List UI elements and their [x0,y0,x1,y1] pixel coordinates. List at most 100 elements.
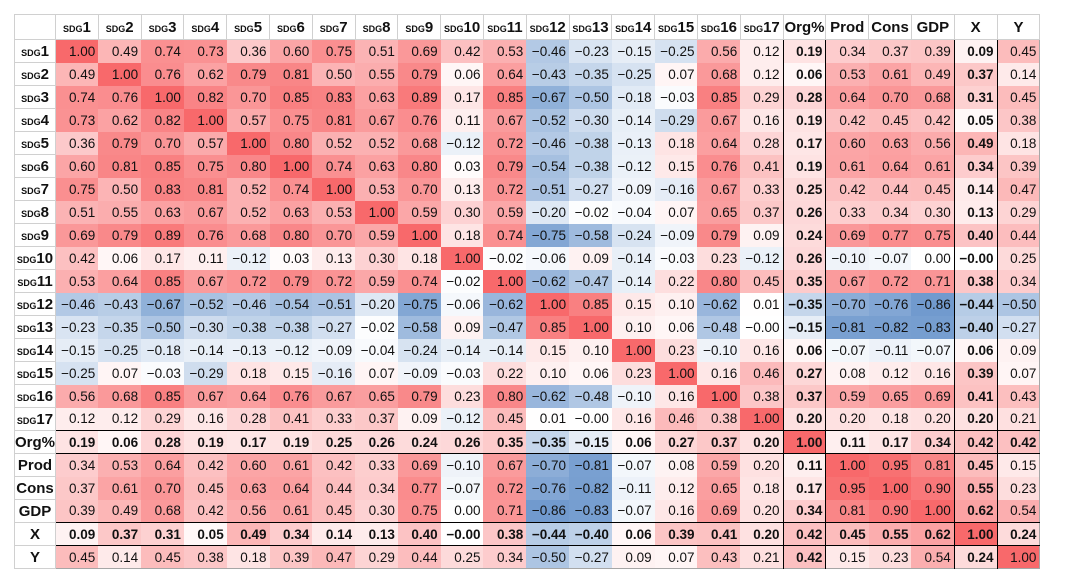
heatmap-cell: 0.13 [355,522,398,546]
heatmap-cell: 0.89 [141,223,184,247]
heatmap-cell: 0.39 [55,499,99,523]
heatmap-cell: −0.27 [569,545,612,569]
heatmap-cell: 0.42 [911,108,955,132]
heatmap-cell: 0.37 [740,200,784,224]
heatmap-cell: 0.72 [483,177,527,201]
heatmap-cell: 0.11 [782,453,826,477]
heatmap-cell: 0.17 [782,131,826,155]
heatmap-cell: 0.85 [569,292,612,316]
label-text: 5 [253,18,263,36]
heatmap-cell: −0.38 [226,315,270,339]
label-prefix: SDG [21,208,41,219]
label-prefix: SDG [529,23,550,34]
heatmap-cell: 1.00 [440,246,484,270]
table-row: SDG10 0.42 0.06 0.17 0.11 −0.12 0.03 0.13 0.30 0.… [13,246,1040,270]
heatmap-cell: 0.69 [55,223,99,247]
heatmap-cell: −0.54 [526,154,570,178]
label-prefix: SDG [21,139,41,150]
correlation-matrix: SDG1 SDG2 SDG3 SDG4 SDG5 SDG6 SDG7 SDG8 SDG9 SDG1… [13,14,1041,569]
label-prefix: SDG [17,277,37,288]
heatmap-cell: 0.67 [183,200,227,224]
row-header: SDG14 [13,338,57,362]
column-header: SDG15 [654,14,698,40]
heatmap-cell: 0.75 [397,499,441,523]
heatmap-cell: −0.62 [526,269,570,293]
heatmap-cell: −0.83 [911,315,955,339]
heatmap-cell: 0.85 [483,85,527,109]
heatmap-cell: 0.13 [440,177,484,201]
heatmap-cell: 0.34 [483,545,527,569]
row-header: SDG9 [13,223,57,247]
heatmap-cell: 0.79 [226,62,270,86]
row-header: Y [13,545,57,569]
heatmap-cell: −0.04 [355,338,398,362]
heatmap-cell: 0.70 [868,85,912,109]
heatmap-cell: 0.67 [483,108,527,132]
heatmap-cell: −0.44 [953,292,998,316]
heatmap-cell: 0.80 [697,269,741,293]
heatmap-cell: 0.65 [697,200,741,224]
heatmap-cell: 0.62 [183,62,227,86]
heatmap-cell: 0.45 [911,177,955,201]
heatmap-cell: 0.55 [355,62,398,86]
heatmap-cell: −0.12 [440,407,484,431]
heatmap-cell: 0.25 [440,545,484,569]
row-header: SDG7 [13,177,57,201]
heatmap-cell: 1.00 [740,407,784,431]
heatmap-cell: 0.38 [697,407,741,431]
heatmap-cell: 0.53 [483,39,527,63]
heatmap-cell: 0.65 [868,384,912,408]
heatmap-cell: −0.54 [269,292,313,316]
heatmap-cell: 0.79 [98,223,142,247]
heatmap-cell: 0.46 [654,407,698,431]
column-header: SDG7 [311,14,356,40]
heatmap-cell: 0.73 [55,108,99,132]
heatmap-cell: 0.40 [953,223,998,247]
heatmap-cell: 0.36 [55,131,99,155]
heatmap-cell: −0.14 [440,338,484,362]
table-row: SDG6 0.60 0.81 0.85 0.75 0.80 1.00 0.74 0.63 0.80… [13,154,1040,178]
label-text: 4 [210,18,220,36]
heatmap-cell: 0.49 [98,39,142,63]
heatmap-cell: 0.85 [526,315,570,339]
heatmap-cell: 0.39 [654,522,698,546]
column-header: SDG14 [611,14,656,40]
heatmap-cell: 0.23 [654,338,698,362]
heatmap-cell: 0.29 [355,545,398,569]
heatmap-cell: 0.69 [397,453,441,477]
heatmap-cell: 0.27 [654,430,698,454]
heatmap-cell: 0.15 [526,338,570,362]
column-header: SDG12 [525,14,570,40]
heatmap-cell: 0.06 [782,338,826,362]
row-header: SDG10 [13,246,57,270]
table-row: SDG8 0.51 0.55 0.63 0.67 0.52 0.63 0.53 1.00 0.59… [13,200,1040,224]
heatmap-cell: 0.17 [226,430,270,454]
table-row: SDG12 −0.46 −0.43 −0.67 −0.52 −0.46 −0.54 −0.51… [13,292,1040,316]
heatmap-cell: 0.44 [312,476,356,500]
heatmap-cell: 0.81 [312,108,356,132]
heatmap-cell: 0.09 [996,338,1040,362]
corner-cell [13,14,57,40]
heatmap-cell: 0.45 [141,545,184,569]
heatmap-cell: 0.51 [55,200,99,224]
heatmap-cell: −0.46 [526,131,570,155]
heatmap-cell: 0.75 [312,39,356,63]
label-prefix: SDG [743,23,764,34]
label-text: X [970,18,981,36]
heatmap-cell: −0.23 [569,39,612,63]
heatmap-cell: −0.81 [825,315,869,339]
heatmap-cell: 0.27 [782,361,826,385]
heatmap-cell: 0.08 [825,361,869,385]
heatmap-cell: −0.09 [611,177,655,201]
heatmap-cell: 0.34 [911,430,955,454]
heatmap-cell: 0.90 [868,499,912,523]
heatmap-cell: 0.20 [953,407,998,431]
heatmap-cell: 0.11 [183,246,227,270]
column-header: SDG1 [55,14,99,40]
heatmap-cell: −0.24 [397,338,441,362]
heatmap-cell: 0.07 [996,361,1040,385]
row-header: SDG17 [13,407,57,431]
heatmap-cell: −0.62 [483,292,527,316]
heatmap-cell: 0.95 [825,476,869,500]
heatmap-cell: 0.74 [55,85,99,109]
